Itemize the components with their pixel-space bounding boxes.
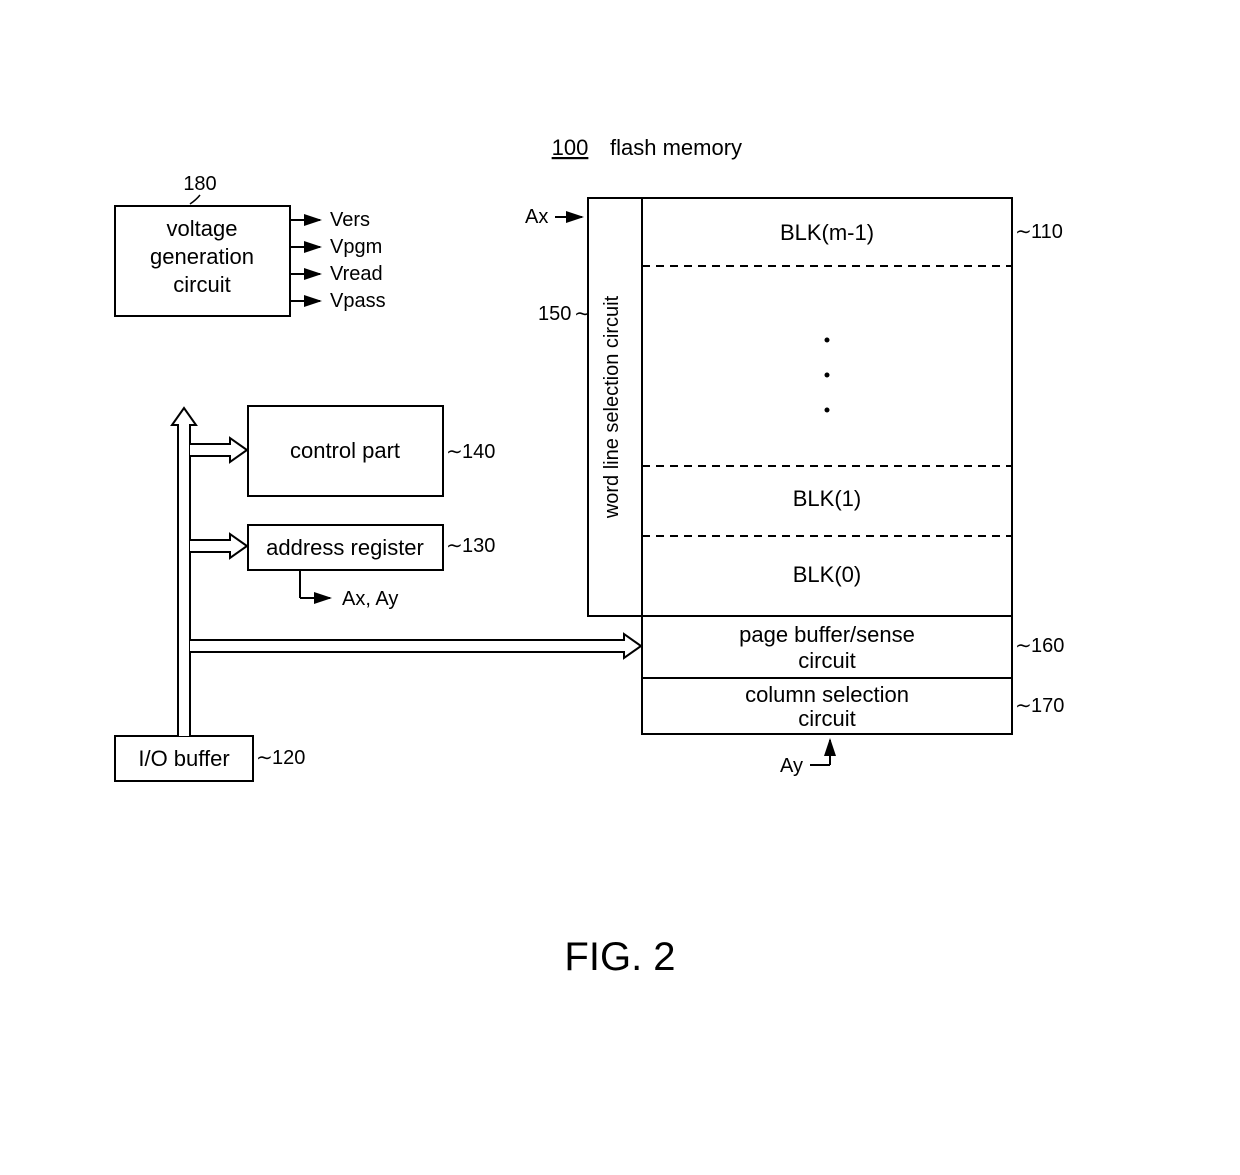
bus-vertical [172, 408, 196, 736]
ref-170: 170 [1031, 695, 1064, 717]
bus-to-control [190, 438, 247, 462]
figure-caption: FIG. 2 [564, 935, 675, 979]
control-label: control part [290, 438, 400, 463]
label-vers: Vers [330, 209, 370, 231]
label-vread: Vread [330, 263, 383, 285]
pagebuf-line2: circuit [798, 648, 855, 673]
colsel-line1: column selection [745, 682, 909, 707]
dot3 [825, 408, 830, 413]
pagebuf-line1: page buffer/sense [739, 622, 915, 647]
label-vpass: Vpass [330, 290, 386, 312]
ref-120-tilde: ∼ [256, 747, 273, 769]
bus-to-pagebuf [190, 634, 641, 658]
ref-150-tilde: ∼ [574, 303, 591, 325]
bus-to-address [190, 534, 247, 558]
label-vpgm: Vpgm [330, 236, 382, 258]
ref-140: 140 [462, 441, 495, 463]
array-box [642, 198, 1012, 616]
ref-150: 150 [538, 303, 571, 325]
ax-label: Ax [525, 206, 548, 228]
ref-120: 120 [272, 747, 305, 769]
ref-140-tilde: ∼ [446, 441, 463, 463]
ref-170-tilde: ∼ [1015, 695, 1032, 717]
blk-0: BLK(0) [793, 562, 861, 587]
address-label: address register [266, 535, 424, 560]
blk-m1: BLK(m-1) [780, 220, 874, 245]
voltage-gen-line1: voltage [167, 216, 238, 241]
block-diagram: 100 flash memory 180 voltage generation … [0, 0, 1240, 1175]
ref-130: 130 [462, 535, 495, 557]
voltage-gen-line2: generation [150, 244, 254, 269]
voltage-gen-line3: circuit [173, 272, 230, 297]
addr-out-label: Ax, Ay [342, 588, 398, 610]
ref-130-tilde: ∼ [446, 535, 463, 557]
ref-180: 180 [183, 173, 216, 195]
colsel-line2: circuit [798, 706, 855, 731]
ref-160-tilde: ∼ [1015, 635, 1032, 657]
ay-label: Ay [780, 755, 803, 777]
ref-110: 110 [1031, 221, 1063, 243]
dot1 [825, 338, 830, 343]
title-text: flash memory [610, 135, 742, 160]
dot2 [825, 373, 830, 378]
ref-110-tilde: ∼ [1015, 221, 1032, 243]
ref-160: 160 [1031, 635, 1064, 657]
wordline-label: word line selection circuit [601, 295, 623, 519]
ref-180-leader [190, 195, 200, 204]
title-ref: 100 [552, 135, 589, 160]
io-label: I/O buffer [138, 746, 229, 771]
blk-1: BLK(1) [793, 486, 861, 511]
